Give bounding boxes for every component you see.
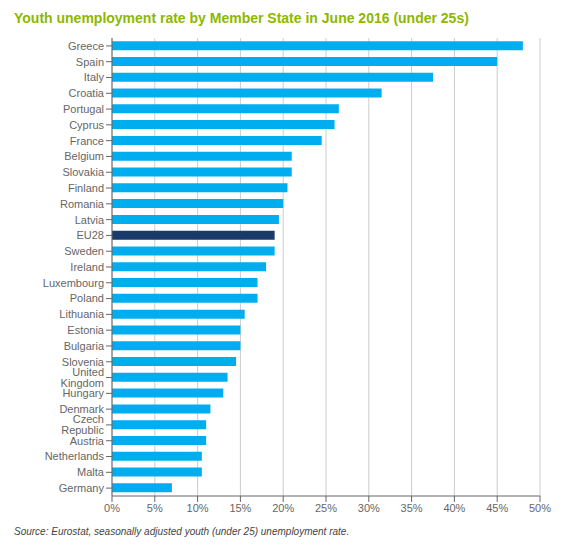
svg-text:40%: 40%	[443, 502, 465, 514]
svg-text:Latvia: Latvia	[75, 214, 105, 226]
svg-text:EU28: EU28	[76, 229, 104, 241]
svg-text:Belgium: Belgium	[64, 150, 104, 162]
svg-text:Cyprus: Cyprus	[69, 119, 104, 131]
svg-text:30%: 30%	[358, 502, 380, 514]
html-text:Youth unemployment rate by Mem: Youth unemployment rate by Member State …	[14, 10, 469, 26]
svg-text:25%: 25%	[315, 502, 337, 514]
svg-text:45%: 45%	[486, 502, 508, 514]
html-text:Source: Eurostat, seasonally a: Source: Eurostat, seasonally adjusted yo…	[14, 526, 350, 537]
svg-text:Romania: Romania	[60, 198, 105, 210]
svg-text:Malta: Malta	[77, 466, 105, 478]
svg-text:Denmark: Denmark	[59, 403, 104, 415]
svg-text:Greece: Greece	[68, 40, 104, 52]
svg-text:Poland: Poland	[70, 292, 104, 304]
svg-text:Spain: Spain	[76, 56, 104, 68]
svg-text:Croatia: Croatia	[69, 87, 105, 99]
svg-text:20%: 20%	[272, 502, 294, 514]
svg-text:Slovenia: Slovenia	[61, 355, 104, 368]
svg-text:10%: 10%	[187, 502, 209, 514]
svg-text:Bulgaria: Bulgaria	[64, 340, 105, 352]
svg-text:Ireland: Ireland	[70, 261, 104, 273]
svg-text:Italy: Italy	[84, 71, 105, 83]
svg-text:Finland: Finland	[68, 182, 104, 194]
svg-text:CzechRepublic: CzechRepublic	[61, 413, 104, 436]
svg-text:5%: 5%	[147, 502, 163, 514]
svg-text:Austria: Austria	[70, 435, 105, 447]
svg-text:Hungary: Hungary	[62, 387, 104, 399]
svg-text:Germany: Germany	[59, 482, 105, 494]
svg-text:35%: 35%	[401, 502, 423, 514]
svg-text:UnitedKingdom: UnitedKingdom	[61, 366, 104, 389]
svg-text:Portugal: Portugal	[63, 103, 104, 115]
svg-text:Sweden: Sweden	[64, 245, 104, 257]
svg-text:France: France	[70, 135, 104, 147]
svg-text:Luxembourg: Luxembourg	[43, 277, 104, 289]
svg-text:Slovakia: Slovakia	[62, 166, 104, 178]
svg-text:Estonia: Estonia	[67, 324, 105, 336]
svg-text:50%: 50%	[529, 502, 551, 514]
svg-text:Netherlands: Netherlands	[45, 450, 105, 462]
svg-text:15%: 15%	[229, 502, 251, 514]
svg-text:Lithuania: Lithuania	[59, 308, 105, 320]
svg-text:0%: 0%	[104, 502, 120, 514]
